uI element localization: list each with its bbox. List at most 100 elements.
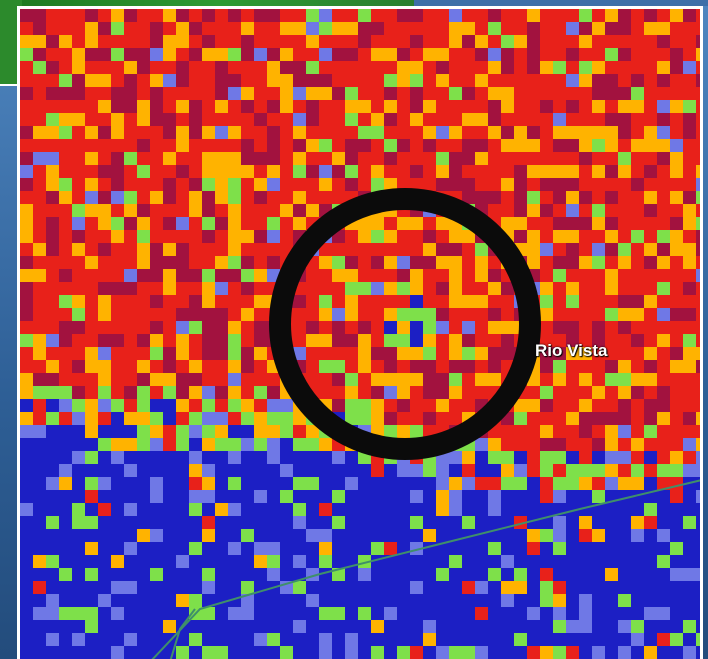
radar-pixel	[150, 230, 163, 243]
radar-pixel	[514, 204, 527, 217]
radar-pixel	[189, 620, 202, 633]
radar-pixel	[475, 542, 488, 555]
radar-pixel	[397, 490, 410, 503]
radar-pixel	[332, 295, 345, 308]
radar-pixel	[332, 48, 345, 61]
radar-pixel	[462, 516, 475, 529]
radar-pixel	[176, 321, 189, 334]
radar-pixel	[189, 295, 202, 308]
radar-pixel	[488, 542, 501, 555]
radar-pixel	[33, 334, 46, 347]
radar-pixel	[371, 256, 384, 269]
radar-pixel	[254, 360, 267, 373]
radar-pixel	[618, 321, 631, 334]
radar-pixel	[202, 438, 215, 451]
radar-pixel	[657, 451, 670, 464]
radar-pixel	[111, 412, 124, 425]
radar-pixel	[657, 295, 670, 308]
radar-pixel	[202, 490, 215, 503]
radar-pixel	[423, 620, 436, 633]
radar-pixel	[644, 321, 657, 334]
radar-pixel	[358, 308, 371, 321]
radar-pixel	[267, 633, 280, 646]
radar-pixel	[436, 178, 449, 191]
radar-pixel	[475, 438, 488, 451]
radar-image-panel[interactable]: Rio Vista	[17, 6, 703, 659]
radar-pixel	[423, 217, 436, 230]
radar-pixel	[540, 126, 553, 139]
radar-pixel	[371, 48, 384, 61]
radar-pixel	[124, 373, 137, 386]
radar-pixel	[293, 126, 306, 139]
radar-pixel	[20, 542, 33, 555]
radar-pixel	[397, 269, 410, 282]
adjacent-map-thumbnail-strip[interactable]	[22, 0, 414, 8]
radar-pixel	[358, 113, 371, 126]
radar-pixel	[553, 399, 566, 412]
radar-pixel	[462, 61, 475, 74]
radar-pixel	[670, 139, 683, 152]
radar-pixel	[293, 542, 306, 555]
radar-pixel	[163, 438, 176, 451]
radar-pixel	[98, 633, 111, 646]
radar-pixel	[527, 9, 540, 22]
radar-pixel	[566, 100, 579, 113]
radar-pixel	[215, 451, 228, 464]
radar-pixel	[111, 230, 124, 243]
radar-pixel	[189, 477, 202, 490]
radar-pixel	[189, 633, 202, 646]
radar-pixel	[410, 87, 423, 100]
radar-pixel	[85, 308, 98, 321]
radar-pixel	[436, 35, 449, 48]
radar-pixel	[111, 282, 124, 295]
radar-pixel	[85, 529, 98, 542]
radar-pixel	[410, 529, 423, 542]
radar-pixel	[20, 334, 33, 347]
radar-pixel	[150, 113, 163, 126]
radar-pixel	[189, 100, 202, 113]
radar-pixel	[631, 529, 644, 542]
radar-pixel	[423, 334, 436, 347]
radar-pixel	[670, 61, 683, 74]
radar-pixel	[20, 321, 33, 334]
radar-pixel	[644, 308, 657, 321]
radar-pixel	[566, 48, 579, 61]
radar-pixel	[111, 438, 124, 451]
radar-pixel	[384, 22, 397, 35]
radar-pixel	[579, 295, 592, 308]
radar-pixel	[384, 178, 397, 191]
radar-pixel	[566, 451, 579, 464]
radar-pixel	[696, 425, 700, 438]
radar-pixel	[423, 61, 436, 74]
radar-pixel	[501, 308, 514, 321]
radar-pixel	[618, 139, 631, 152]
radar-pixel	[657, 217, 670, 230]
radar-pixel	[306, 321, 319, 334]
radar-pixel	[137, 191, 150, 204]
radar-pixel	[657, 87, 670, 100]
radar-pixel	[527, 633, 540, 646]
radar-pixel	[683, 412, 696, 425]
radar-pixel	[657, 646, 670, 659]
radar-pixel	[501, 477, 514, 490]
radar-pixel	[202, 360, 215, 373]
radar-pixel	[150, 451, 163, 464]
radar-pixel	[59, 633, 72, 646]
radar-pixel	[228, 100, 241, 113]
radar-pixel	[228, 412, 241, 425]
radar-pixel	[59, 581, 72, 594]
radar-pixel	[527, 594, 540, 607]
radar-pixel	[371, 633, 384, 646]
radar-pixel	[163, 334, 176, 347]
radar-pixel	[618, 191, 631, 204]
radar-pixel	[696, 633, 700, 646]
radar-pixel	[59, 607, 72, 620]
radar-pixel	[657, 191, 670, 204]
radar-pixel	[514, 438, 527, 451]
radar-pixel	[46, 477, 59, 490]
radar-pixel	[540, 9, 553, 22]
radar-pixel	[657, 74, 670, 87]
radar-pixel	[98, 334, 111, 347]
radar-pixel	[215, 152, 228, 165]
radar-pixel	[488, 165, 501, 178]
